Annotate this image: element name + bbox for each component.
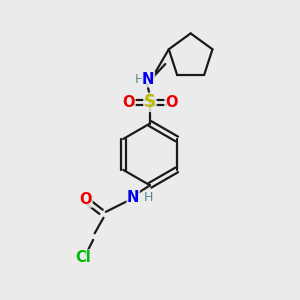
Text: O: O xyxy=(123,95,135,110)
Text: H: H xyxy=(135,73,144,86)
Text: Cl: Cl xyxy=(75,250,91,265)
Text: O: O xyxy=(80,192,92,207)
Text: S: S xyxy=(144,93,156,111)
Text: O: O xyxy=(165,95,178,110)
Text: H: H xyxy=(143,191,153,204)
Text: N: N xyxy=(127,190,140,205)
Text: N: N xyxy=(142,72,155,87)
